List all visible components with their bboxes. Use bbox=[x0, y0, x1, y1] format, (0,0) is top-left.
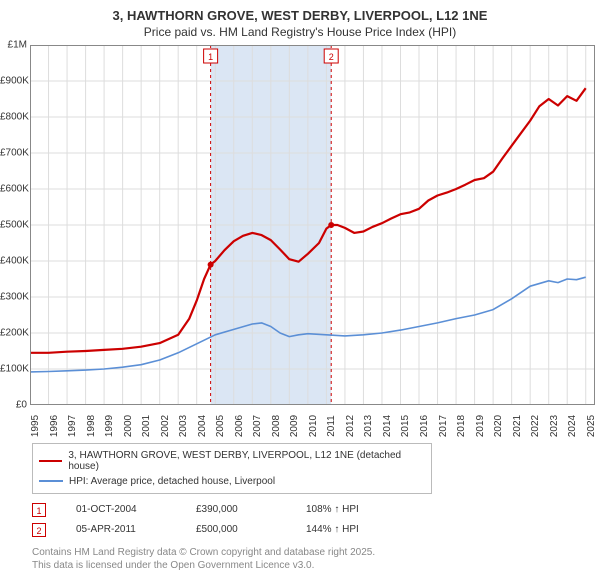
x-tick-label: 2018 bbox=[456, 415, 467, 437]
y-tick-label: £200K bbox=[0, 327, 30, 338]
sales-annotation-table: 1 01-OCT-2004 £390,000 108% ↑ HPI 2 05-A… bbox=[32, 500, 600, 540]
legend-box: 3, HAWTHORN GROVE, WEST DERBY, LIVERPOOL… bbox=[32, 443, 432, 494]
x-tick-label: 2005 bbox=[215, 415, 226, 437]
y-tick-label: £900K bbox=[0, 75, 30, 86]
x-tick-label: 2002 bbox=[160, 415, 171, 437]
annotation-marker-1: 1 bbox=[32, 503, 46, 517]
x-tick-label: 2006 bbox=[234, 415, 245, 437]
x-tick-label: 2024 bbox=[567, 415, 578, 437]
x-tick-label: 2015 bbox=[400, 415, 411, 437]
x-tick-label: 2016 bbox=[419, 415, 430, 437]
y-tick-label: £1M bbox=[0, 39, 30, 50]
y-tick-label: £800K bbox=[0, 111, 30, 122]
footer-line-1: Contains HM Land Registry data © Crown c… bbox=[32, 546, 600, 559]
legend-row-hpi: HPI: Average price, detached house, Live… bbox=[39, 474, 425, 489]
x-tick-label: 2012 bbox=[345, 415, 356, 437]
y-tick-label: £100K bbox=[0, 363, 30, 374]
annotation-date-2: 05-APR-2011 bbox=[76, 524, 166, 535]
x-tick-label: 2025 bbox=[586, 415, 597, 437]
x-tick-label: 2010 bbox=[308, 415, 319, 437]
svg-text:2: 2 bbox=[329, 52, 334, 62]
line-chart-svg: 12 bbox=[30, 45, 595, 405]
x-tick-label: 2004 bbox=[197, 415, 208, 437]
x-tick-label: 2023 bbox=[549, 415, 560, 437]
x-tick-label: 2019 bbox=[475, 415, 486, 437]
x-tick-label: 1999 bbox=[104, 415, 115, 437]
x-tick-label: 1998 bbox=[86, 415, 97, 437]
annotation-hpi-1: 108% ↑ HPI bbox=[306, 504, 359, 515]
annotation-date-1: 01-OCT-2004 bbox=[76, 504, 166, 515]
x-tick-label: 1997 bbox=[67, 415, 78, 437]
footer-attribution: Contains HM Land Registry data © Crown c… bbox=[32, 546, 600, 572]
legend-label-hpi: HPI: Average price, detached house, Live… bbox=[69, 476, 275, 487]
x-tick-label: 2009 bbox=[289, 415, 300, 437]
x-tick-label: 2001 bbox=[141, 415, 152, 437]
legend-swatch-hpi bbox=[39, 480, 63, 482]
x-tick-label: 1996 bbox=[49, 415, 60, 437]
x-tick-label: 2008 bbox=[271, 415, 282, 437]
y-tick-label: £300K bbox=[0, 291, 30, 302]
y-tick-label: £700K bbox=[0, 147, 30, 158]
y-tick-label: £400K bbox=[0, 255, 30, 266]
footer-line-2: This data is licensed under the Open Gov… bbox=[32, 559, 600, 572]
x-tick-label: 2014 bbox=[382, 415, 393, 437]
legend-swatch-price-paid bbox=[39, 460, 62, 462]
chart-title-line1: 3, HAWTHORN GROVE, WEST DERBY, LIVERPOOL… bbox=[0, 0, 600, 25]
x-tick-label: 2017 bbox=[438, 415, 449, 437]
x-tick-label: 2000 bbox=[123, 415, 134, 437]
x-tick-label: 2022 bbox=[530, 415, 541, 437]
x-tick-label: 2011 bbox=[326, 415, 337, 437]
legend-label-price-paid: 3, HAWTHORN GROVE, WEST DERBY, LIVERPOOL… bbox=[68, 450, 425, 472]
x-tick-label: 2003 bbox=[178, 415, 189, 437]
x-tick-label: 2013 bbox=[363, 415, 374, 437]
annotation-row-2: 2 05-APR-2011 £500,000 144% ↑ HPI bbox=[32, 520, 600, 540]
legend-row-price-paid: 3, HAWTHORN GROVE, WEST DERBY, LIVERPOOL… bbox=[39, 448, 425, 474]
annotation-marker-2: 2 bbox=[32, 523, 46, 537]
x-tick-label: 1995 bbox=[30, 415, 41, 437]
svg-text:1: 1 bbox=[208, 52, 213, 62]
annotation-price-1: £390,000 bbox=[196, 504, 276, 515]
x-tick-label: 2007 bbox=[252, 415, 263, 437]
chart-title-line2: Price paid vs. HM Land Registry's House … bbox=[0, 25, 600, 45]
annotation-price-2: £500,000 bbox=[196, 524, 276, 535]
annotation-hpi-2: 144% ↑ HPI bbox=[306, 524, 359, 535]
y-tick-label: £500K bbox=[0, 219, 30, 230]
y-tick-label: £600K bbox=[0, 183, 30, 194]
annotation-row-1: 1 01-OCT-2004 £390,000 108% ↑ HPI bbox=[32, 500, 600, 520]
x-tick-label: 2020 bbox=[493, 415, 504, 437]
x-tick-label: 2021 bbox=[512, 415, 523, 437]
y-tick-label: £0 bbox=[0, 399, 30, 410]
chart-area: 12 £0£100K£200K£300K£400K£500K£600K£700K… bbox=[30, 45, 595, 405]
